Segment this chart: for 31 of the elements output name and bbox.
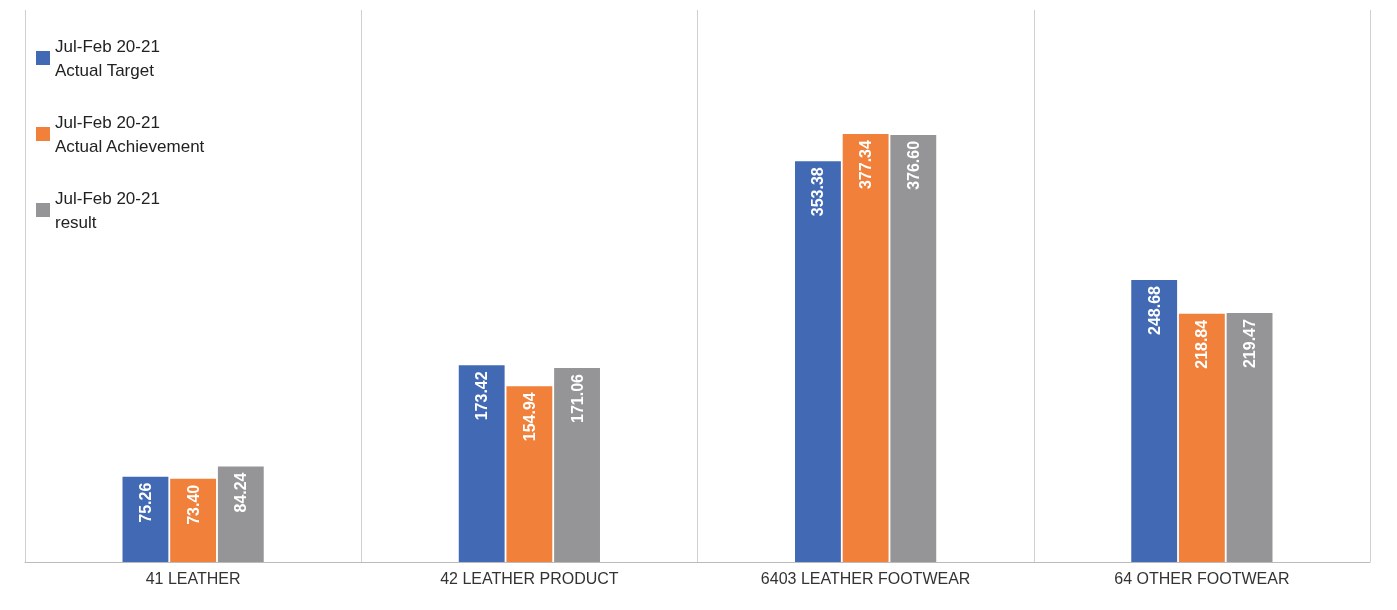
x-tick-label: 41 LEATHER — [145, 569, 241, 587]
bar — [842, 134, 889, 562]
legend-label: Jul-Feb 20-21 Actual Target — [55, 36, 160, 80]
bar — [217, 466, 264, 562]
bar — [1226, 313, 1273, 562]
data-label: 218.84 — [1193, 319, 1211, 369]
x-tick-label: 64 OTHER FOOTWEAR — [1114, 569, 1290, 587]
x-tick-label: 6403 LEATHER FOOTWEAR — [760, 569, 971, 587]
data-label: 173.42 — [473, 371, 491, 421]
data-label: 376.60 — [904, 140, 922, 190]
data-label: 154.94 — [520, 392, 538, 442]
bar — [890, 134, 937, 562]
data-label: 248.68 — [1145, 285, 1163, 335]
data-label: 84.24 — [232, 472, 250, 513]
legend-label: Jul-Feb 20-21 result — [55, 188, 160, 232]
bar — [170, 478, 217, 562]
bar — [1131, 279, 1178, 562]
data-label: 219.47 — [1241, 319, 1259, 369]
data-label: 353.38 — [809, 167, 827, 217]
data-label: 171.06 — [568, 373, 586, 423]
bar — [1178, 313, 1225, 562]
bar — [506, 386, 553, 562]
data-label: 73.40 — [184, 484, 202, 525]
bar — [795, 161, 841, 562]
x-tick-label: 42 LEATHER PRODUCT — [440, 569, 619, 587]
legend-label: Jul-Feb 20-21 Actual Achievement — [55, 112, 205, 156]
bar — [554, 368, 600, 562]
data-label: 377.34 — [857, 139, 875, 190]
bar — [122, 476, 169, 562]
bar — [458, 365, 505, 562]
data-label: 75.26 — [136, 482, 154, 523]
